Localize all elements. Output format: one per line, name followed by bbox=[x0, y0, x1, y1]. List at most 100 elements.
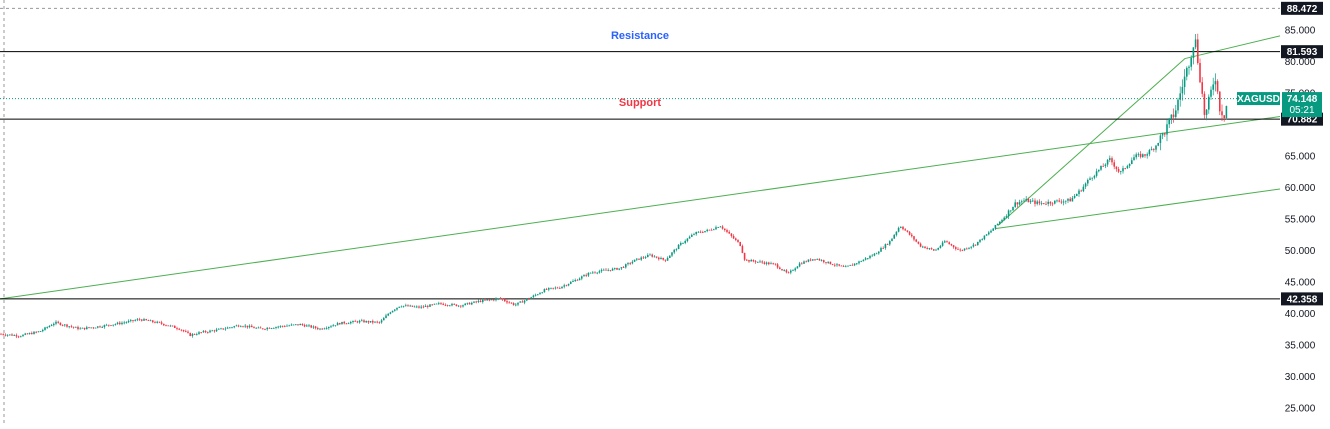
candle-body bbox=[154, 322, 156, 323]
candle bbox=[275, 326, 277, 330]
candle-body bbox=[389, 312, 392, 314]
price-axis[interactable]: 85.00080.00075.00065.00060.00055.00050.0… bbox=[1281, 0, 1330, 424]
candle bbox=[244, 323, 246, 329]
candle-body bbox=[1161, 133, 1164, 136]
candle-body bbox=[726, 230, 728, 232]
candle bbox=[1021, 199, 1023, 206]
candle bbox=[539, 291, 541, 295]
candle-body bbox=[1036, 201, 1038, 204]
candle bbox=[880, 246, 882, 252]
trendlines[interactable] bbox=[0, 35, 1281, 300]
candle-body bbox=[11, 334, 13, 336]
candle-body bbox=[174, 325, 176, 328]
candle-body bbox=[926, 248, 928, 249]
candle-body bbox=[787, 272, 790, 274]
candle bbox=[174, 325, 176, 329]
trendline-3[interactable] bbox=[1184, 35, 1281, 60]
candle bbox=[400, 305, 403, 308]
candle-body bbox=[737, 240, 739, 242]
candle bbox=[75, 326, 77, 328]
candle-body bbox=[427, 305, 429, 307]
candle bbox=[449, 304, 451, 307]
candle bbox=[761, 260, 763, 264]
candle bbox=[88, 327, 90, 329]
candle bbox=[44, 326, 46, 331]
candle bbox=[138, 317, 141, 321]
candle-body bbox=[1192, 47, 1195, 58]
trendline-0[interactable] bbox=[0, 116, 1281, 300]
candle-body bbox=[537, 294, 539, 296]
candle bbox=[59, 322, 62, 326]
candle bbox=[20, 335, 22, 338]
horizontal-levels[interactable] bbox=[0, 51, 1280, 300]
candle bbox=[1100, 165, 1102, 171]
candle-body bbox=[50, 325, 53, 326]
candle bbox=[781, 268, 783, 271]
candle bbox=[279, 325, 282, 328]
candle bbox=[979, 239, 981, 244]
candle bbox=[387, 313, 389, 317]
candle-body bbox=[622, 267, 625, 268]
candle bbox=[565, 284, 568, 287]
candle bbox=[713, 228, 715, 231]
candle bbox=[453, 303, 455, 305]
candle bbox=[182, 329, 185, 333]
candle-body bbox=[840, 265, 843, 267]
candle-body bbox=[627, 263, 629, 265]
candle bbox=[488, 299, 491, 302]
candle bbox=[376, 320, 378, 324]
candle bbox=[383, 317, 385, 321]
candle bbox=[149, 319, 152, 322]
candle-body bbox=[974, 244, 977, 246]
candle-body bbox=[1131, 160, 1133, 164]
candle bbox=[224, 326, 227, 331]
candle-body bbox=[453, 303, 455, 305]
candle-body bbox=[440, 303, 442, 304]
candle-body bbox=[88, 327, 90, 329]
candle bbox=[873, 253, 876, 257]
candle bbox=[1203, 91, 1206, 119]
candle-body bbox=[1089, 178, 1091, 180]
candle bbox=[211, 329, 213, 332]
candle-body bbox=[743, 252, 746, 260]
candle bbox=[1188, 65, 1190, 75]
candle bbox=[418, 305, 420, 309]
candle-body bbox=[114, 324, 117, 325]
candle-body bbox=[334, 325, 337, 327]
candle-body bbox=[383, 318, 385, 321]
trendline-2[interactable] bbox=[997, 58, 1186, 226]
trendline-1[interactable] bbox=[994, 188, 1281, 230]
candle-body bbox=[125, 322, 128, 323]
candle bbox=[809, 258, 812, 262]
candle-body bbox=[200, 332, 202, 334]
candle bbox=[530, 296, 532, 299]
candle-body bbox=[882, 248, 884, 249]
candle-body bbox=[1212, 84, 1214, 90]
candle bbox=[66, 323, 68, 328]
candle-body bbox=[1155, 145, 1157, 150]
candle-body bbox=[1122, 168, 1124, 172]
candle-body bbox=[255, 327, 257, 329]
candle-body bbox=[930, 248, 933, 250]
candle-body bbox=[226, 327, 229, 329]
candle bbox=[704, 231, 706, 233]
candle-body bbox=[224, 328, 227, 330]
candle bbox=[708, 229, 711, 231]
candle-body bbox=[233, 326, 235, 328]
candle-body bbox=[862, 259, 865, 262]
candle bbox=[1080, 189, 1082, 192]
candle bbox=[653, 254, 656, 258]
candle-body bbox=[955, 247, 957, 249]
candle bbox=[721, 225, 724, 230]
candle bbox=[231, 326, 233, 329]
candle bbox=[688, 235, 691, 239]
candle-body bbox=[849, 264, 851, 266]
candle-body bbox=[61, 324, 64, 326]
candle-body bbox=[1029, 200, 1032, 203]
candle bbox=[587, 272, 590, 277]
candle-body bbox=[235, 325, 238, 327]
candle-body bbox=[444, 304, 447, 306]
candle bbox=[1014, 199, 1016, 208]
